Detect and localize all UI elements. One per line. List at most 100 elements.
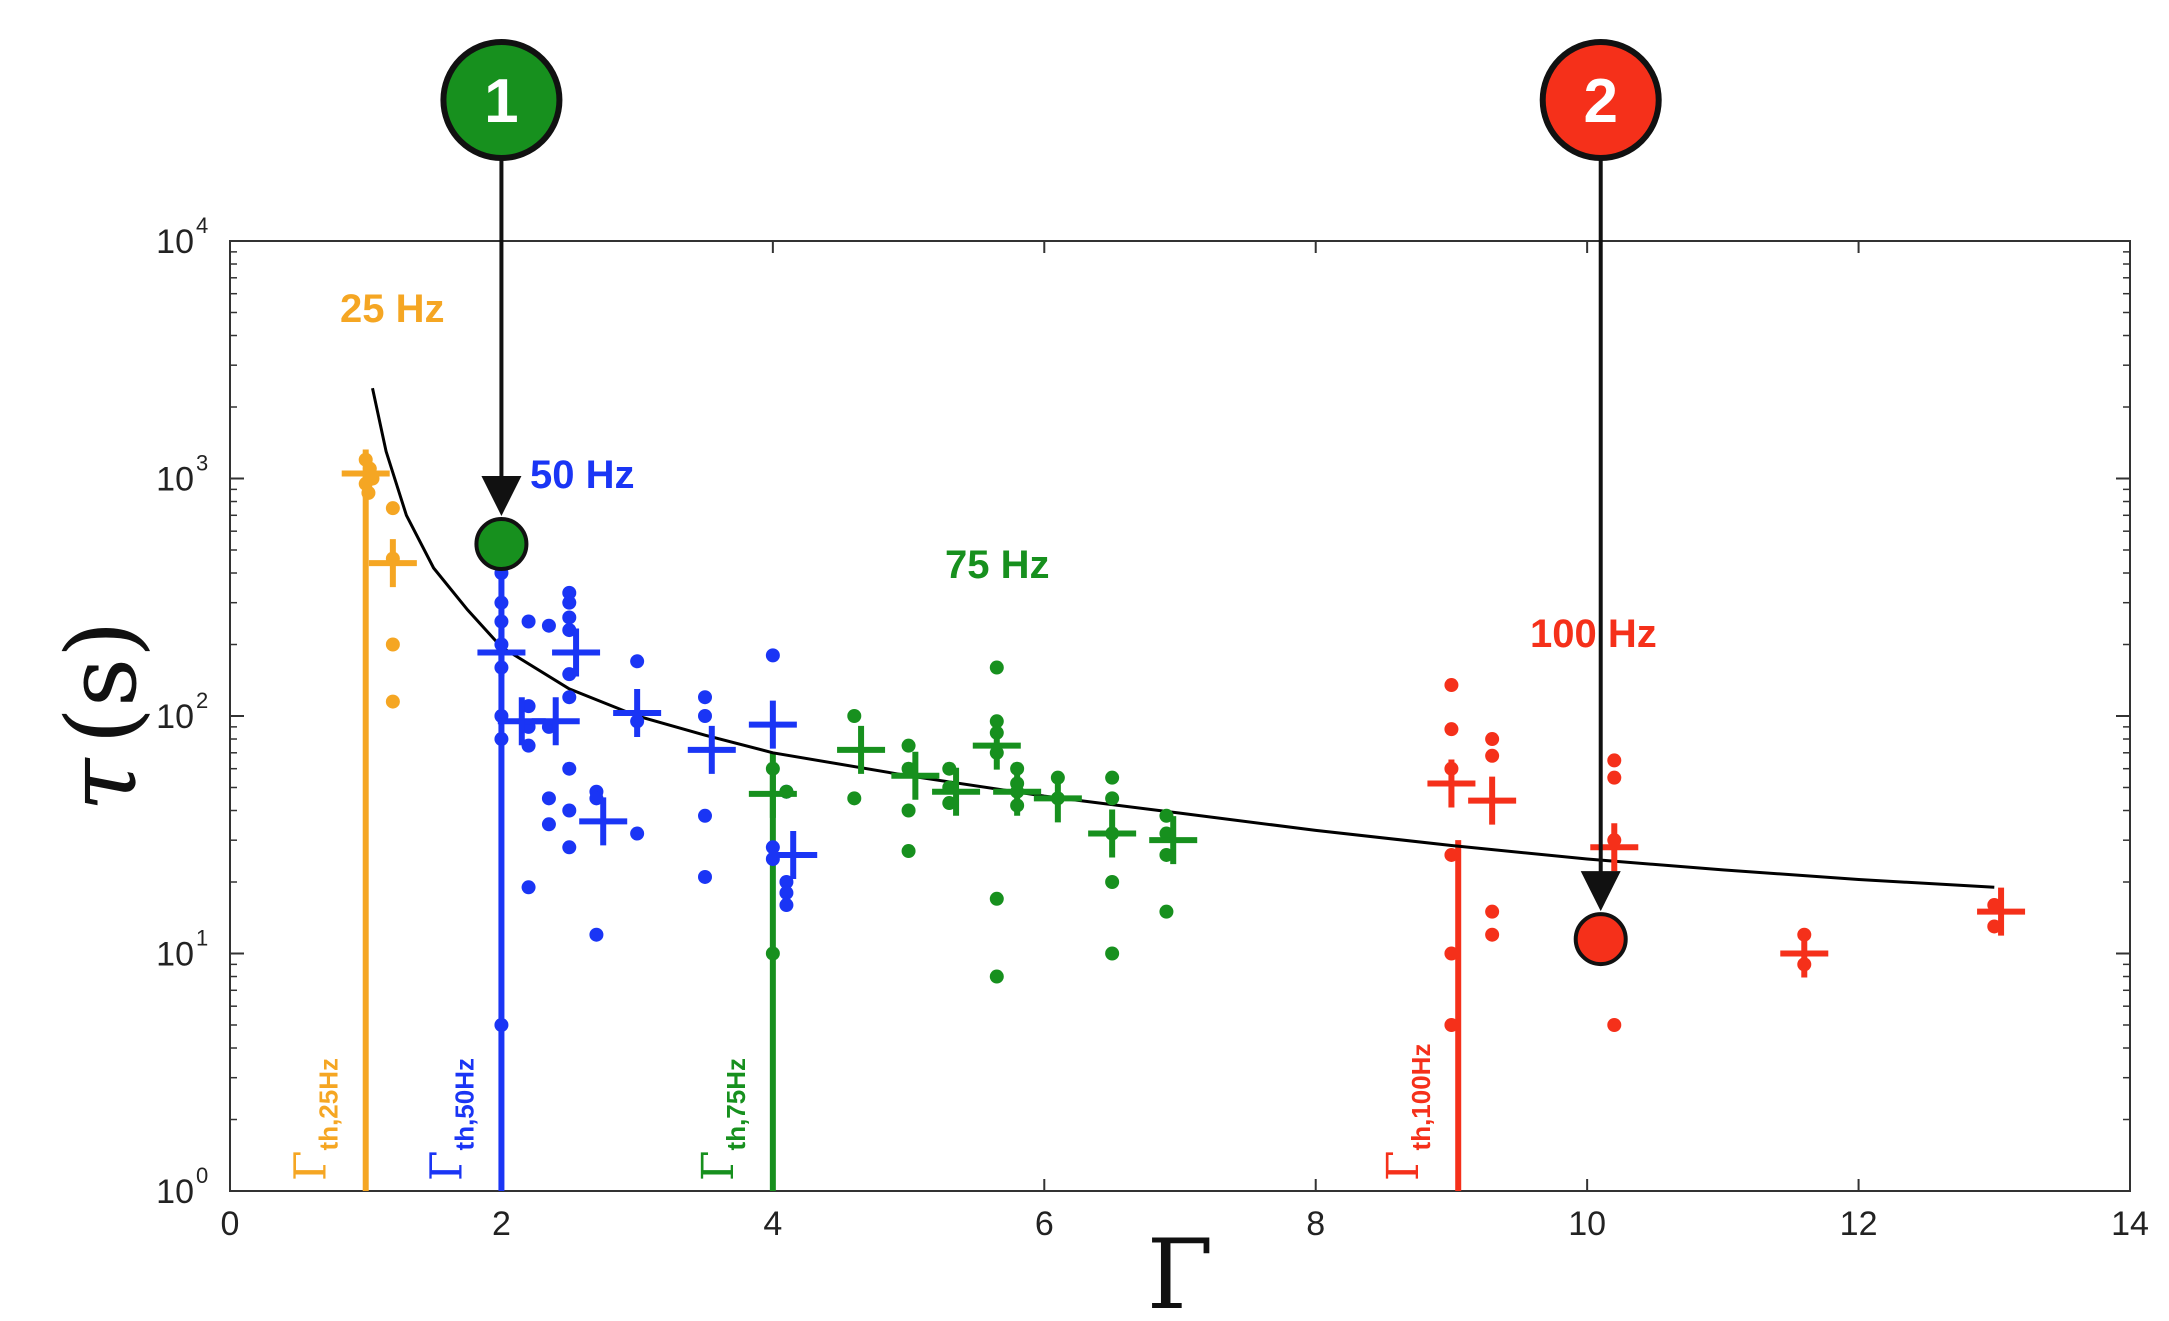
mean-marker-f75 <box>748 769 797 818</box>
annotation-number: 1 <box>484 67 518 136</box>
data-dot-f100 <box>1444 1017 1459 1032</box>
mean-marker-f75 <box>993 767 1042 816</box>
frequency-labels: 25 Hz 50 Hz 75 Hz 100 Hz <box>340 287 1657 656</box>
x-tick-label: 0 <box>221 1205 240 1243</box>
data-dot-f50 <box>562 761 577 776</box>
data-dot-f100 <box>1607 770 1622 785</box>
data-dot-f100 <box>1607 1017 1622 1032</box>
annotation-target-dot <box>1573 912 1628 967</box>
y-axis-label: τ(s) <box>46 620 158 811</box>
freq-label-f50: 50 Hz <box>530 453 635 497</box>
threshold-lines: Γth,25Hz Γth,50Hz Γth,75Hz Γth,100Hz <box>286 473 1462 1191</box>
data-dot-f50 <box>494 732 509 747</box>
x-tick-label: 14 <box>2111 1205 2149 1243</box>
threshold-label-text: Γth,50Hz <box>421 1058 479 1181</box>
data-dot-f100 <box>1607 753 1622 768</box>
data-dot-f50 <box>562 840 577 855</box>
data-dot-f75 <box>901 844 916 859</box>
mean-marker-f50 <box>579 797 628 846</box>
mean-marker-f50 <box>687 725 736 774</box>
data-dot-f75 <box>765 946 780 961</box>
y-tick-exponent: 0 <box>196 1163 208 1188</box>
freq-label-f75: 75 Hz <box>945 543 1050 587</box>
data-dot-f50 <box>779 885 794 900</box>
mean-marker-f75 <box>972 721 1021 770</box>
annotation-target-dot <box>474 516 529 571</box>
mean-marker-f50 <box>613 688 662 737</box>
mean-marker-f75 <box>837 725 886 774</box>
mean-marker-f50 <box>748 700 797 749</box>
data-dot-f75 <box>1105 875 1120 890</box>
data-dot-f75 <box>942 761 957 776</box>
data-dot-f50 <box>765 840 780 855</box>
x-tick-label: 6 <box>1035 1205 1054 1243</box>
data-dot-f75 <box>942 796 957 811</box>
data-dot-f50 <box>589 791 604 806</box>
mean-marker-f50 <box>477 628 526 677</box>
data-dot-f50 <box>562 690 577 705</box>
mean-marker-f100 <box>1427 759 1476 808</box>
data-dot-f75 <box>1159 904 1174 919</box>
annotation-1: 1 <box>440 39 563 571</box>
annotation-arrowhead <box>1580 871 1621 912</box>
y-axis-unit: s <box>46 658 158 707</box>
data-dots <box>358 452 2002 1032</box>
data-dot-f50 <box>494 614 509 629</box>
data-dot-f75 <box>989 891 1004 906</box>
data-dot-f50 <box>779 875 794 890</box>
data-dot-f50 <box>562 595 577 610</box>
x-axis-label: Γ <box>1147 1219 1214 1321</box>
data-dot-f75 <box>1105 946 1120 961</box>
data-dot-f50 <box>521 614 536 629</box>
data-dot-f50 <box>630 654 645 669</box>
data-dot-f100 <box>1485 927 1500 942</box>
data-dot-f75 <box>765 761 780 776</box>
annotation-number: 2 <box>1583 67 1617 136</box>
annotation-badge <box>1539 39 1662 161</box>
mean-marker-f75 <box>891 751 940 800</box>
data-dot-f25 <box>385 501 400 516</box>
data-dot-f75 <box>989 969 1004 984</box>
data-dot-f25 <box>385 694 400 709</box>
threshold-label-text: Γth,75Hz <box>693 1058 751 1181</box>
mean-marker-f75 <box>1149 816 1198 865</box>
data-dot-f75 <box>1159 847 1174 862</box>
threshold-label-text: Γth,25Hz <box>286 1058 344 1181</box>
data-dot-f50 <box>698 869 712 884</box>
mean-marker-f100 <box>1468 776 1517 825</box>
data-dot-f75 <box>1159 826 1174 841</box>
data-dot-f75 <box>989 660 1004 675</box>
y-tick-label: 10 <box>156 936 194 974</box>
mean-marker-f50 <box>552 628 601 677</box>
y-tick-label: 10 <box>156 1173 194 1211</box>
mean-marker-f25 <box>341 449 390 498</box>
mean-markers <box>341 449 2026 978</box>
data-dot-f75 <box>1105 791 1120 806</box>
data-dot-f100 <box>1444 847 1459 862</box>
annotation-2: 2 <box>1539 39 1662 967</box>
data-dot-f75 <box>1105 770 1120 785</box>
data-dot-f75 <box>901 761 916 776</box>
y-tick-exponent: 3 <box>196 451 208 476</box>
data-dot-f50 <box>698 709 712 723</box>
data-dot-f100 <box>1485 748 1500 763</box>
data-dot-f50 <box>541 791 556 806</box>
mean-marker-f100 <box>1590 823 1639 872</box>
mean-marker-f25 <box>368 539 417 588</box>
x-tick-label: 8 <box>1306 1205 1325 1243</box>
fit-curve <box>371 387 1995 889</box>
data-dot-f50 <box>562 610 577 625</box>
data-dot-f100 <box>1987 919 2002 934</box>
data-dot-f100 <box>1444 946 1459 961</box>
data-dot-f50 <box>765 648 780 663</box>
data-dot-f50 <box>630 826 645 841</box>
data-dot-f75 <box>847 791 862 806</box>
data-dot-f50 <box>521 880 536 895</box>
data-dot-f100 <box>1485 904 1500 919</box>
y-tick-label: 10 <box>156 698 194 736</box>
data-dot-f50 <box>541 817 556 832</box>
data-dot-f50 <box>562 803 577 818</box>
data-dot-f50 <box>494 1017 509 1032</box>
